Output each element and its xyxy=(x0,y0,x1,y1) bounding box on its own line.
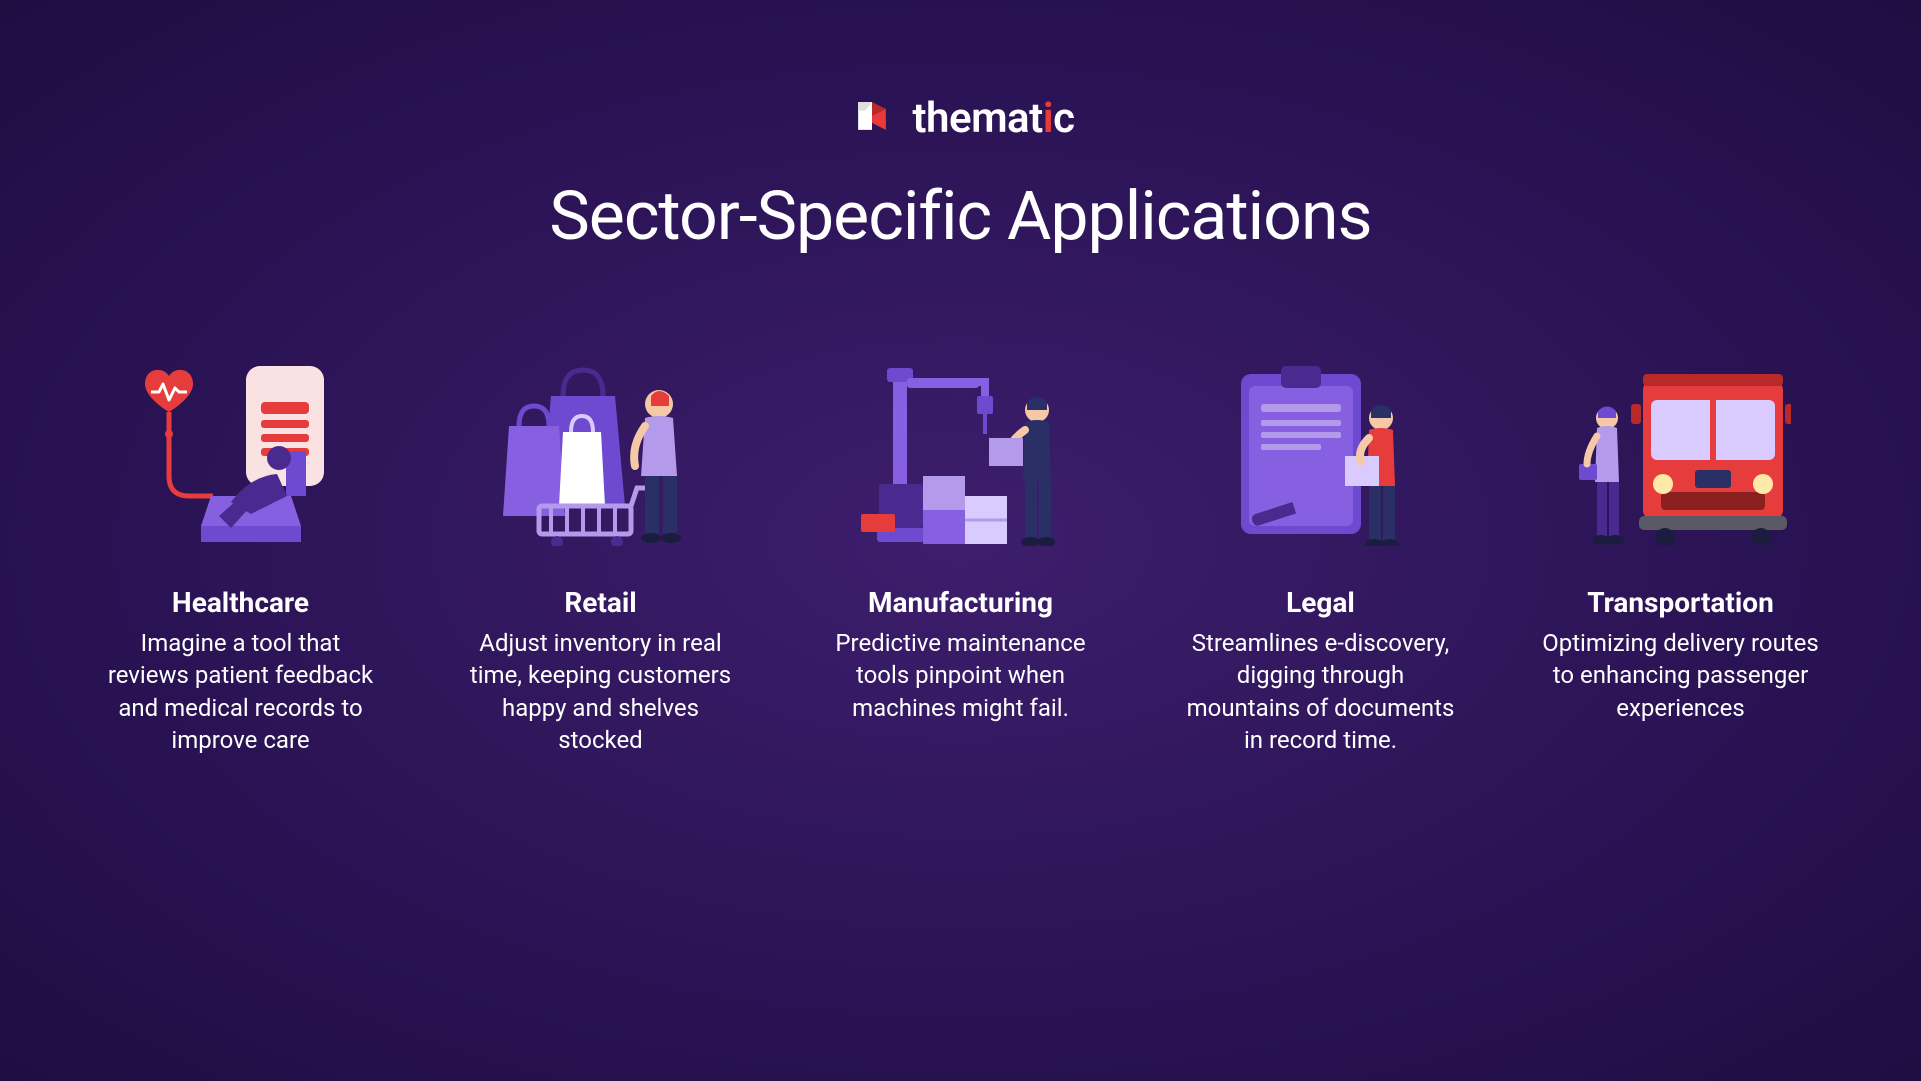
infographic-container: thematic Sector-Specific Applications xyxy=(0,0,1921,1081)
brand-logo: thematic xyxy=(846,90,1074,146)
sector-desc: Imagine a tool that reviews patient feed… xyxy=(101,627,381,757)
sectors-row: Healthcare Imagine a tool that reviews p… xyxy=(0,356,1921,757)
brand-name: thematic xyxy=(912,94,1074,143)
logo-mark-icon xyxy=(846,90,898,146)
sector-title: Legal xyxy=(1286,586,1355,619)
page-title: Sector-Specific Applications xyxy=(549,176,1371,256)
sector-retail: Retail Adjust inventory in real time, ke… xyxy=(461,356,741,757)
sector-transportation: Transportation Optimizing delivery route… xyxy=(1541,356,1821,757)
sector-title: Transportation xyxy=(1587,586,1774,619)
sector-desc: Adjust inventory in real time, keeping c… xyxy=(461,627,741,757)
legal-icon xyxy=(1211,356,1431,546)
sector-desc: Predictive maintenance tools pinpoint wh… xyxy=(821,627,1101,724)
healthcare-icon xyxy=(131,356,351,546)
sector-desc: Streamlines e-discovery, digging through… xyxy=(1181,627,1461,757)
sector-title: Manufacturing xyxy=(868,586,1053,619)
transportation-icon xyxy=(1571,356,1791,546)
sector-manufacturing: Manufacturing Predictive maintenance too… xyxy=(821,356,1101,757)
sector-desc: Optimizing delivery routes to enhancing … xyxy=(1541,627,1821,724)
sector-title: Healthcare xyxy=(172,586,309,619)
sector-title: Retail xyxy=(564,586,636,619)
manufacturing-icon xyxy=(851,356,1071,546)
retail-icon xyxy=(491,356,711,546)
sector-legal: Legal Streamlines e-discovery, digging t… xyxy=(1181,356,1461,757)
sector-healthcare: Healthcare Imagine a tool that reviews p… xyxy=(101,356,381,757)
